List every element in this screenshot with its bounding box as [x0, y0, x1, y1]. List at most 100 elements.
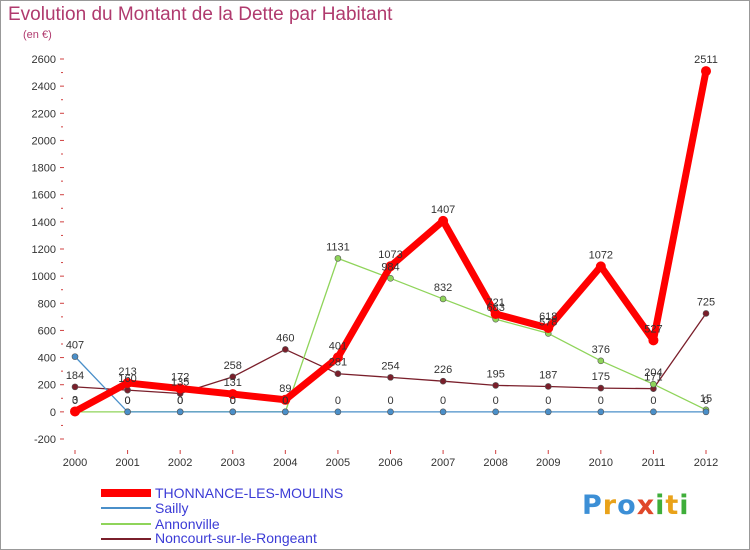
data-point-marker	[280, 394, 291, 405]
data-point-marker	[597, 384, 605, 392]
data-point-marker	[334, 408, 342, 416]
y-tick-label: 200	[38, 380, 56, 392]
data-label: 254	[381, 360, 399, 372]
x-tick-label: 2003	[221, 457, 245, 469]
data-point-marker	[701, 66, 711, 77]
data-label: 89	[279, 383, 291, 395]
data-label: 0	[493, 395, 499, 407]
y-tick-label: 1600	[32, 190, 56, 202]
x-tick-label: 2001	[115, 457, 139, 469]
data-point-marker	[229, 408, 237, 416]
x-tick-label: 2007	[431, 457, 455, 469]
data-point-marker	[124, 408, 131, 416]
y-tick-label: -200	[34, 434, 56, 446]
x-tick-label: 2012	[694, 457, 718, 469]
data-label: 135	[171, 377, 189, 389]
data-label: 1073	[378, 249, 402, 261]
x-tick-label: 2011	[642, 457, 666, 469]
data-label: 1407	[431, 204, 455, 216]
data-point-marker	[387, 275, 394, 282]
data-point-marker	[334, 370, 342, 378]
data-label: 721	[486, 297, 504, 309]
data-point-marker	[176, 408, 184, 416]
data-label: 281	[329, 357, 347, 369]
data-point-marker	[597, 357, 605, 365]
data-label: 832	[434, 282, 452, 294]
data-point-marker	[70, 406, 80, 417]
legend-swatch-noncourt	[101, 538, 151, 540]
data-label: 407	[66, 340, 84, 352]
x-tick-label: 2004	[273, 457, 297, 469]
data-label: 0	[230, 395, 236, 407]
data-point-marker	[124, 386, 131, 394]
data-label: 0	[177, 395, 183, 407]
data-label: 131	[224, 377, 242, 389]
data-point-marker	[490, 309, 501, 320]
y-tick-label: 1400	[32, 217, 56, 229]
data-label: 578	[539, 316, 557, 328]
data-label: 1072	[589, 249, 613, 261]
data-point-marker	[439, 408, 447, 416]
data-label: 213	[118, 366, 136, 378]
data-label: 171	[644, 372, 662, 384]
data-point-marker	[595, 261, 606, 272]
data-point-marker	[702, 408, 710, 416]
data-point-marker	[71, 383, 79, 391]
data-label: 1131	[326, 241, 350, 253]
y-tick-label: 2400	[32, 81, 56, 93]
data-label: 204	[644, 367, 662, 379]
data-label: 0	[125, 395, 131, 407]
data-label: 0	[650, 395, 656, 407]
data-label: 725	[697, 296, 715, 308]
data-label: 2511	[694, 54, 718, 66]
chart-title: Evolution du Montant de la Dette par Hab…	[8, 4, 393, 25]
legend-label-noncourt: Noncourt-sur-le-Rongeant	[155, 530, 317, 546]
x-tick-label: 2006	[378, 457, 402, 469]
chart-subtitle: (en €)	[23, 29, 52, 41]
x-tick-label: 2009	[536, 457, 560, 469]
data-point-marker	[650, 380, 657, 388]
x-tick-label: 2000	[63, 457, 87, 469]
data-point-marker	[492, 408, 499, 416]
data-point-marker	[71, 353, 79, 360]
data-label: 15	[700, 393, 712, 405]
legend-label-annonville: Annonville	[155, 516, 220, 532]
data-point-marker	[334, 255, 342, 262]
data-label: 172	[171, 372, 189, 384]
y-tick-label: 0	[50, 407, 56, 419]
y-tick-label: 600	[38, 325, 56, 337]
data-label: 0	[125, 395, 131, 407]
y-tick-label: 2200	[32, 108, 56, 120]
data-label: 401	[329, 340, 347, 352]
series-line-noncourt-sur-le-rongeant	[74, 312, 707, 395]
data-label: 0	[335, 395, 341, 407]
data-label: 0	[282, 395, 288, 407]
y-tick-label: 1200	[32, 244, 56, 256]
data-label: 175	[592, 371, 610, 383]
proxiti-logo: Proxiti	[582, 490, 690, 521]
data-label: 0	[545, 395, 551, 407]
legend-label-sailly: Sailly	[155, 500, 189, 516]
y-tick-label: 1800	[32, 163, 56, 175]
y-tick-label: 800	[38, 298, 56, 310]
data-point-marker	[543, 322, 554, 333]
legend-label-thonnance: THONNANCE-LES-MOULINS	[155, 485, 344, 501]
legend-swatch-thonnance	[101, 489, 151, 497]
data-label: 527	[644, 323, 662, 335]
data-point-marker	[650, 408, 657, 416]
data-label: 3	[72, 394, 78, 406]
data-point-marker	[227, 389, 238, 400]
data-label: 0	[387, 395, 393, 407]
data-point-marker	[282, 346, 289, 353]
data-point-marker	[282, 408, 289, 416]
y-tick-label: 2600	[32, 54, 56, 66]
data-label: 184	[66, 370, 84, 382]
y-tick-label: 1000	[32, 271, 56, 283]
data-point-marker	[175, 383, 186, 394]
data-label: 160	[118, 373, 136, 385]
x-tick-label: 2002	[168, 457, 192, 469]
x-tick-label: 2008	[483, 457, 507, 469]
data-point-marker	[122, 377, 133, 388]
data-label: 0	[177, 395, 183, 407]
data-label: 195	[486, 368, 504, 380]
